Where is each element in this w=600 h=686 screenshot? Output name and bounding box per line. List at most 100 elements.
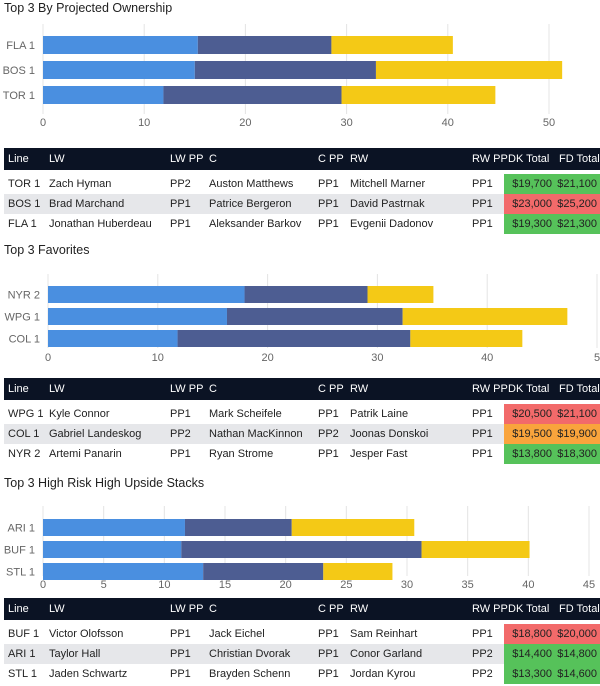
table-cell: Taylor Hall xyxy=(49,648,101,660)
table-row: BOS 1 Brad Marchand PP1 Patrice Bergeron PP1… xyxy=(4,194,600,214)
column-header: Line xyxy=(8,603,29,615)
table-cell: PP1 xyxy=(468,620,504,644)
table-cell: PP1 xyxy=(170,448,191,460)
column-header: FD Total xyxy=(559,153,600,165)
bar-segment-rw xyxy=(402,308,568,325)
table-cell: ARI 1 xyxy=(8,648,36,660)
table-cell: $14,800 xyxy=(555,644,600,664)
table-cell: $23,000 xyxy=(504,194,555,214)
table-cell: Victor Olofsson xyxy=(45,620,166,644)
y-category-label: STL 1 xyxy=(6,567,35,579)
column-header: DK Total xyxy=(508,153,550,165)
bar-segment-rw xyxy=(323,563,393,580)
x-tick-label: 40 xyxy=(442,117,454,129)
chart-3: 0 5 10 15 20 25 30 35 40 45 ARI 1 BUF 1 STL 1 xyxy=(4,506,595,591)
column-header: C xyxy=(209,383,217,395)
table-row: TOR 1 Zach Hyman PP2 Auston Matthews PP1 Mitc… xyxy=(4,170,600,194)
table-cell: PP1 xyxy=(170,218,191,230)
table-cell: Nathan MacKinnon xyxy=(209,428,303,440)
column-header: Line xyxy=(8,383,29,395)
column-header: RW xyxy=(350,153,369,165)
table-header-row: Line LW LW PP C C PP RW RW PP DK Total FD Total xyxy=(4,148,600,172)
x-tick-label: 40 xyxy=(522,579,534,591)
table-cell: PP2 xyxy=(318,428,339,440)
table-row: NYR 2 Artemi Panarin PP1 Ryan Strome PP1 Jesp… xyxy=(4,444,600,464)
table-cell: $21,100 xyxy=(555,400,600,424)
table-cell: PP1 xyxy=(170,668,191,680)
x-tick-label: 0 xyxy=(45,352,51,364)
table-cell: WPG 1 xyxy=(4,400,45,424)
y-category-label: NYR 2 xyxy=(8,290,40,302)
column-header: LW xyxy=(49,383,65,395)
column-header: C xyxy=(209,603,217,615)
table-cell: $18,800 xyxy=(504,620,555,644)
table-cell: Mitchell Marner xyxy=(346,170,468,194)
table-cell: PP1 xyxy=(170,198,191,210)
table-cell: PP2 xyxy=(170,428,191,440)
table-cell: PP1 xyxy=(468,170,504,194)
table-cell: PP2 xyxy=(472,648,493,660)
column-header: LW PP xyxy=(170,153,204,165)
table-row: STL 1 Jaden Schwartz PP1 Brayden Schenn PP1 J… xyxy=(4,664,600,684)
table-cell: PP1 xyxy=(318,218,339,230)
chart-1: 0 10 20 30 40 50 FLA 1 BOS 1 TOR 1 xyxy=(3,24,563,129)
bar-segment-rw xyxy=(291,519,415,536)
y-category-label: BUF 1 xyxy=(4,545,35,557)
x-tick-label: 20 xyxy=(261,352,273,364)
column-header: LW xyxy=(49,153,65,165)
table-cell: Christian Dvorak xyxy=(209,648,291,660)
table-cell: $20,000 xyxy=(555,620,600,644)
column-header: RW PP xyxy=(472,383,508,395)
y-category-label: TOR 1 xyxy=(3,90,35,102)
table-cell: Conor Garland xyxy=(350,648,423,660)
x-tick-label: 40 xyxy=(481,352,493,364)
table-cell: PP1 xyxy=(318,648,339,660)
table-cell: Gabriel Landeskog xyxy=(49,428,142,440)
x-tick-label: 15 xyxy=(219,579,231,591)
bar-segment-lw xyxy=(48,330,178,347)
table-row: ARI 1 Taylor Hall PP1 Christian Dvorak PP1 Co… xyxy=(4,644,600,664)
table-header-row: Line LW LW PP C C PP RW RW PP DK Total FD Total xyxy=(4,378,600,402)
table-cell: PP1 xyxy=(314,620,346,644)
table-cell: Ryan Strome xyxy=(209,448,274,460)
table-cell: David Pastrnak xyxy=(350,198,425,210)
bar-segment-rw xyxy=(421,541,530,558)
table-cell: Patrik Laine xyxy=(346,400,468,424)
table-cell: $25,200 xyxy=(555,194,600,214)
table-2: Line LW LW PP C C PP RW RW PP DK Total FD Total W… xyxy=(4,378,600,464)
x-tick-label: 30 xyxy=(340,117,352,129)
table-cell: $19,700 xyxy=(504,170,555,194)
column-header: RW PP xyxy=(472,153,508,165)
column-header: C xyxy=(209,153,217,165)
bar-segment-c xyxy=(203,563,324,580)
x-tick-label: 0 xyxy=(40,579,46,591)
table-cell: PP2 xyxy=(472,668,493,680)
table-cell: $13,300 xyxy=(504,664,555,684)
bar-segment-lw xyxy=(43,541,182,558)
table-cell: Brad Marchand xyxy=(49,198,125,210)
table-cell: Auston Matthews xyxy=(205,170,314,194)
column-header: RW xyxy=(350,383,369,395)
bar-segment-lw xyxy=(43,61,195,79)
table-cell: PP1 xyxy=(314,400,346,424)
column-header: FD Total xyxy=(559,383,600,395)
table-cell: COL 1 xyxy=(8,428,40,440)
table-cell: PP2 xyxy=(166,170,205,194)
table-cell: PP1 xyxy=(318,198,339,210)
table-cell: TOR 1 xyxy=(4,170,45,194)
x-tick-label: 50 xyxy=(543,117,555,129)
x-tick-label: 5 xyxy=(594,352,600,364)
table-cell: Joonas Donskoi xyxy=(350,428,429,440)
column-header: DK Total xyxy=(508,383,550,395)
bar-segment-rw xyxy=(367,286,434,303)
column-header: C PP xyxy=(318,383,344,395)
x-tick-label: 25 xyxy=(340,579,352,591)
table-cell: $20,500 xyxy=(504,400,555,424)
table-cell: $18,300 xyxy=(555,444,600,464)
bar-segment-rw xyxy=(341,86,496,104)
table-cell: $19,500 xyxy=(504,424,555,444)
table-cell: STL 1 xyxy=(8,668,37,680)
column-header: FD Total xyxy=(559,603,600,615)
table-header-row: Line LW LW PP C C PP RW RW PP DK Total FD Total xyxy=(4,598,600,622)
table-cell: FLA 1 xyxy=(8,218,37,230)
